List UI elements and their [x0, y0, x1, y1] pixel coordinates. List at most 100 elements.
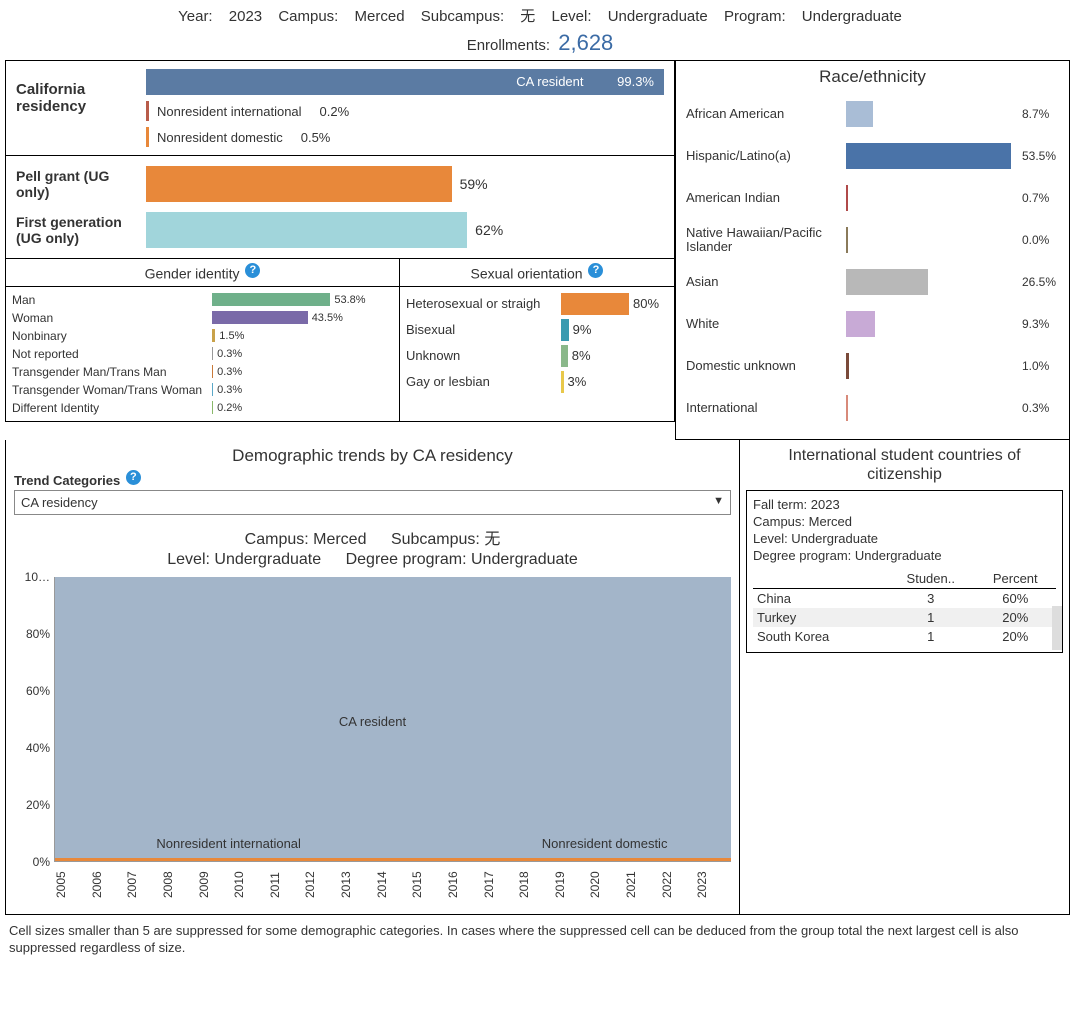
- x-tick: 2013: [339, 866, 375, 904]
- percent-cell: 20%: [975, 627, 1056, 646]
- race-pct: 26.5%: [1022, 275, 1056, 289]
- item-bar: [561, 293, 629, 315]
- x-tick: 2007: [125, 866, 161, 904]
- y-tick: 80%: [26, 627, 50, 641]
- country-cell: China: [753, 589, 887, 609]
- pell-label: First generation (UG only): [16, 214, 146, 246]
- y-tick: 10…: [25, 570, 50, 584]
- item-label: Woman: [12, 311, 212, 325]
- race-label: Native Hawaiian/Pacific Islander: [686, 226, 846, 255]
- program-label: Program:: [724, 8, 786, 25]
- percent-cell: 20%: [975, 608, 1056, 627]
- ca-residency-row[interactable]: Nonresident domestic 0.5%: [146, 127, 664, 147]
- item-label: Not reported: [12, 347, 212, 361]
- gender-item[interactable]: Man 53.8%: [12, 291, 393, 309]
- item-pct: 1.5%: [219, 330, 244, 342]
- ca-resident-bar[interactable]: CA resident 99.3%: [146, 69, 664, 95]
- item-pct: 3%: [568, 374, 587, 389]
- intl-meta-term: Fall term: 2023: [753, 497, 1056, 512]
- sexual-orientation-panel: Sexual orientation ? Heterosexual or str…: [400, 259, 675, 422]
- table-header[interactable]: Studen..: [887, 569, 975, 589]
- scrollbar[interactable]: [1052, 606, 1062, 650]
- sexual-orientation-item[interactable]: Unknown 8%: [406, 343, 668, 369]
- nonresident-line: [55, 858, 731, 861]
- subcampus-label: Subcampus:: [421, 8, 504, 25]
- international-panel: International student countries of citiz…: [740, 440, 1070, 915]
- subcampus-value: 无: [520, 8, 535, 25]
- help-icon[interactable]: ?: [588, 263, 603, 278]
- gender-sexual-row: Gender identity ? Man 53.8% Woman 43.5% …: [5, 259, 675, 422]
- race-row[interactable]: Asian 26.5%: [686, 261, 1059, 303]
- trend-categories-select[interactable]: CA residency ▼: [14, 490, 731, 515]
- x-tick: 2022: [660, 866, 696, 904]
- row-label: Nonresident domestic: [157, 130, 283, 145]
- students-cell: 3: [887, 589, 975, 609]
- race-row[interactable]: African American 8.7%: [686, 93, 1059, 135]
- gender-item[interactable]: Transgender Man/Trans Man 0.3%: [12, 363, 393, 381]
- race-pct: 0.0%: [1022, 233, 1049, 247]
- pell-bar-wrap[interactable]: 59%: [146, 166, 664, 202]
- race-label: White: [686, 317, 846, 331]
- item-label: Man: [12, 293, 212, 307]
- sexual-orientation-item[interactable]: Heterosexual or straigh 80%: [406, 291, 668, 317]
- table-row[interactable]: South Korea 1 20%: [753, 627, 1056, 646]
- sexual-orientation-item[interactable]: Gay or lesbian 3%: [406, 369, 668, 395]
- pell-bar-wrap[interactable]: 62%: [146, 212, 664, 248]
- race-row[interactable]: American Indian 0.7%: [686, 177, 1059, 219]
- ca-residency-row[interactable]: Nonresident international 0.2%: [146, 101, 664, 121]
- gender-item[interactable]: Woman 43.5%: [12, 309, 393, 327]
- table-header[interactable]: Percent: [975, 569, 1056, 589]
- trends-area-chart[interactable]: 10…80%60%40%20%0% CA residentNonresident…: [14, 577, 731, 862]
- level-label: Level:: [551, 8, 591, 25]
- campus-value: Merced: [355, 8, 405, 25]
- table-row[interactable]: Turkey 1 20%: [753, 608, 1056, 627]
- gender-item[interactable]: Different Identity 0.2%: [12, 399, 393, 417]
- race-bar: [846, 269, 928, 295]
- race-row[interactable]: White 9.3%: [686, 303, 1059, 345]
- race-row[interactable]: Hispanic/Latino(a) 53.5%: [686, 135, 1059, 177]
- item-pct: 0.3%: [217, 348, 242, 360]
- race-label: Hispanic/Latino(a): [686, 149, 846, 163]
- ca-resident-pct: 99.3%: [617, 74, 654, 89]
- students-cell: 1: [887, 627, 975, 646]
- intl-meta-level: Level: Undergraduate: [753, 531, 1056, 546]
- item-label: Bisexual: [406, 322, 561, 337]
- help-icon[interactable]: ?: [245, 263, 260, 278]
- trends-panel: Demographic trends by CA residency Trend…: [5, 440, 740, 915]
- item-label: Transgender Woman/Trans Woman: [12, 383, 212, 397]
- year-value: 2023: [229, 8, 262, 25]
- race-title: Race/ethnicity: [686, 61, 1059, 93]
- x-tick: 2020: [588, 866, 624, 904]
- race-row[interactable]: Native Hawaiian/Pacific Islander 0.0%: [686, 219, 1059, 261]
- x-tick: 2015: [410, 866, 446, 904]
- item-pct: 0.3%: [217, 384, 242, 396]
- gender-item[interactable]: Nonbinary 1.5%: [12, 327, 393, 345]
- x-tick: 2018: [517, 866, 553, 904]
- x-tick: 2016: [446, 866, 482, 904]
- race-pct: 53.5%: [1022, 149, 1056, 163]
- international-box: Fall term: 2023 Campus: Merced Level: Un…: [746, 490, 1063, 653]
- race-row[interactable]: Domestic unknown 1.0%: [686, 345, 1059, 387]
- program-value: Undergraduate: [802, 8, 902, 25]
- race-bar: [846, 143, 1011, 169]
- race-label: Asian: [686, 275, 846, 289]
- item-label: Heterosexual or straigh: [406, 296, 561, 311]
- help-icon[interactable]: ?: [126, 470, 141, 485]
- pell-bar: [146, 212, 467, 248]
- ca-residency-bars: CA resident 99.3% Nonresident internatio…: [146, 69, 664, 147]
- sexual-orientation-item[interactable]: Bisexual 9%: [406, 317, 668, 343]
- students-cell: 1: [887, 608, 975, 627]
- enrollments-row: Enrollments: 2,628: [5, 30, 1075, 56]
- gender-item[interactable]: Not reported 0.3%: [12, 345, 393, 363]
- trends-sub-level: Level: Undergraduate: [167, 551, 321, 568]
- item-label: Unknown: [406, 348, 561, 363]
- trends-sub-campus: Campus: Merced: [245, 531, 367, 548]
- race-row[interactable]: International 0.3%: [686, 387, 1059, 429]
- table-header[interactable]: [753, 569, 887, 589]
- race-pct: 9.3%: [1022, 317, 1049, 331]
- enrollments-label: Enrollments:: [467, 37, 550, 54]
- item-label: Different Identity: [12, 401, 212, 415]
- footnote: Cell sizes smaller than 5 are suppressed…: [5, 915, 1075, 965]
- gender-item[interactable]: Transgender Woman/Trans Woman 0.3%: [12, 381, 393, 399]
- table-row[interactable]: China 3 60%: [753, 589, 1056, 609]
